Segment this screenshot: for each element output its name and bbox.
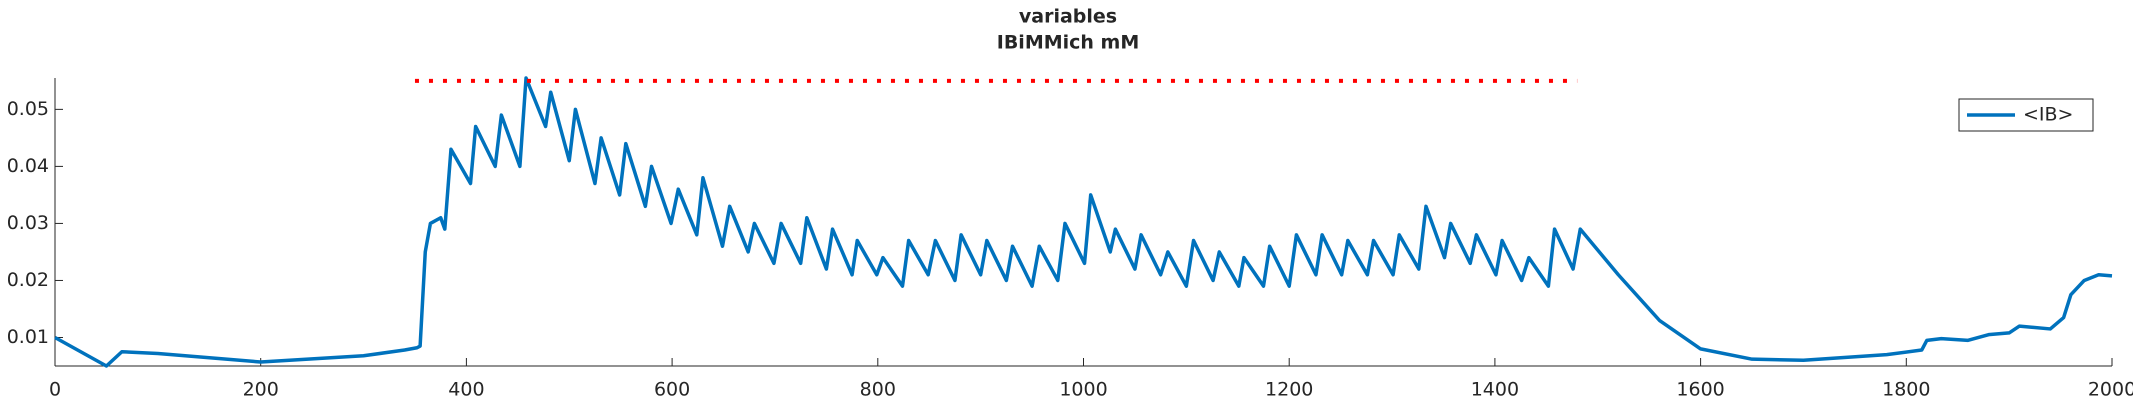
x-tick-label: 1400	[1471, 379, 1519, 400]
y-tick-label: 0.05	[7, 98, 49, 120]
x-tick-label: 400	[448, 379, 484, 400]
chart-subtitle: IBiMMich mM	[997, 32, 1140, 54]
data-line	[54, 76, 2113, 368]
x-tick-label: 1600	[1676, 379, 1724, 400]
x-tick-label: 800	[860, 379, 896, 400]
y-tick-label: 0.02	[7, 269, 49, 291]
chart-title: variables	[1019, 6, 1117, 28]
x-tick-label: 2000	[2088, 379, 2133, 400]
x-tick-label: 200	[243, 379, 279, 400]
y-tick-label: 0.04	[7, 155, 49, 177]
x-tick-label: 1000	[1059, 379, 1107, 400]
x-tick-label: 1800	[1882, 379, 1930, 400]
x-tick-label: 600	[654, 379, 690, 400]
y-tick-label: 0.03	[7, 212, 49, 234]
x-tick-label: 0	[49, 379, 61, 400]
x-tick-label: 1200	[1265, 379, 1313, 400]
y-tick-label: 0.01	[7, 326, 49, 348]
legend-label: <IB>	[2023, 104, 2073, 126]
